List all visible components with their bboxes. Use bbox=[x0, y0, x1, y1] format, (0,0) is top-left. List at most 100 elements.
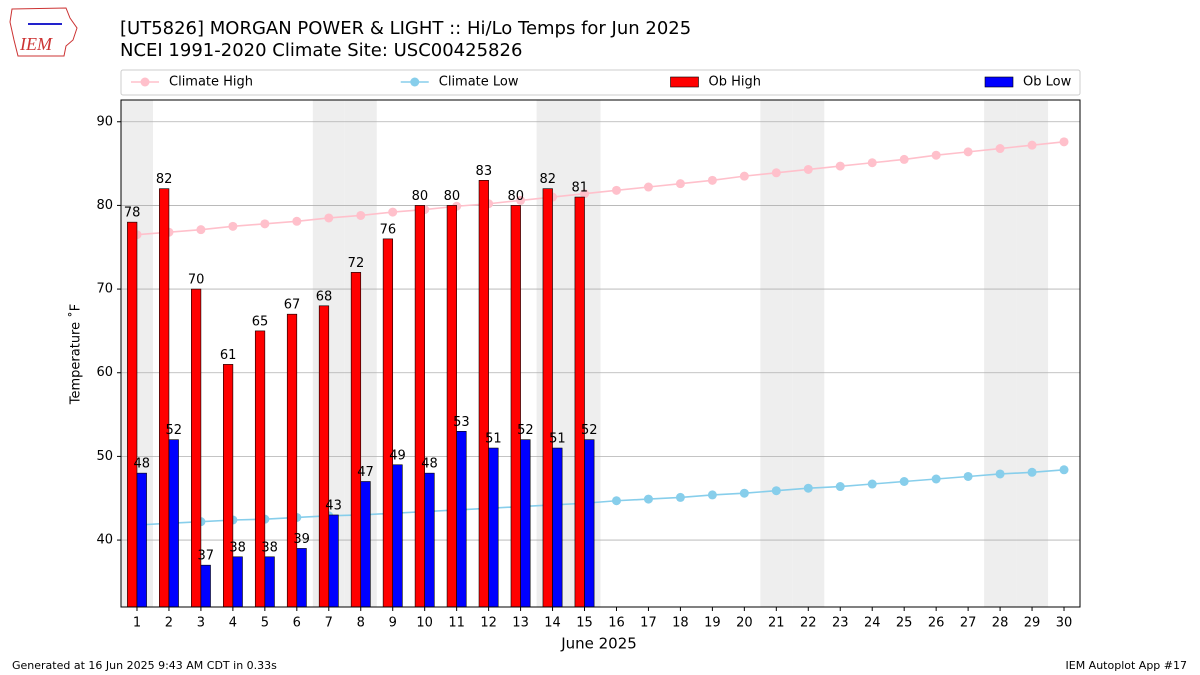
footer-left: Generated at 16 Jun 2025 9:43 AM CDT in … bbox=[12, 659, 277, 672]
x-tick-label: 12 bbox=[480, 616, 497, 631]
x-tick-label: 9 bbox=[389, 616, 397, 631]
bar bbox=[254, 330, 266, 608]
bar bbox=[318, 305, 330, 608]
data-label: 61 bbox=[220, 348, 237, 363]
marker bbox=[196, 225, 206, 235]
marker bbox=[292, 216, 302, 226]
plot-frame bbox=[120, 99, 1081, 608]
weekend-shade bbox=[984, 100, 1017, 607]
legend-label: Ob High bbox=[709, 75, 762, 90]
legend-label: Ob Low bbox=[1023, 75, 1072, 90]
bar bbox=[392, 464, 403, 608]
legend-marker bbox=[140, 77, 150, 87]
marker bbox=[899, 477, 909, 487]
bar bbox=[222, 364, 234, 608]
bar bbox=[446, 205, 457, 608]
data-label: 72 bbox=[348, 256, 365, 271]
bar bbox=[200, 564, 211, 608]
chart-subtitle: NCEI 1991-2020 Climate Site: USC00425826 bbox=[120, 40, 522, 61]
marker bbox=[931, 474, 941, 484]
x-tick-label: 28 bbox=[992, 616, 1009, 631]
y-tick-label: 50 bbox=[96, 449, 113, 464]
bar bbox=[488, 447, 499, 608]
marker bbox=[1059, 137, 1069, 147]
marker bbox=[228, 221, 238, 231]
bar bbox=[350, 272, 362, 608]
y-tick-label: 40 bbox=[96, 533, 113, 548]
data-label: 81 bbox=[571, 181, 588, 196]
data-label: 39 bbox=[293, 532, 310, 547]
bar bbox=[286, 313, 298, 608]
marker bbox=[1027, 467, 1037, 477]
bar bbox=[510, 205, 521, 608]
logo-outline bbox=[9, 7, 78, 57]
x-tick-label: 23 bbox=[832, 616, 849, 631]
legend-box bbox=[120, 69, 1081, 96]
legend-label: Climate High bbox=[169, 75, 253, 90]
marker bbox=[739, 488, 749, 498]
bar bbox=[159, 188, 170, 608]
x-tick-label: 25 bbox=[896, 616, 913, 631]
data-label: 52 bbox=[581, 423, 598, 438]
y-tick-label: 90 bbox=[96, 114, 113, 129]
bar bbox=[328, 514, 339, 608]
marker bbox=[835, 482, 845, 492]
marker bbox=[580, 189, 590, 199]
marker bbox=[356, 210, 366, 220]
data-label: 76 bbox=[380, 222, 397, 237]
bar bbox=[264, 556, 275, 608]
marker bbox=[867, 479, 877, 489]
data-label: 78 bbox=[124, 206, 141, 221]
data-label: 80 bbox=[508, 189, 525, 204]
x-tick-label: 7 bbox=[325, 616, 333, 631]
x-tick-label: 1 bbox=[133, 616, 141, 631]
data-label: 67 bbox=[284, 298, 301, 313]
marker bbox=[899, 154, 909, 164]
data-label: 53 bbox=[453, 415, 470, 430]
data-label: 43 bbox=[325, 498, 342, 513]
x-tick-label: 4 bbox=[229, 616, 237, 631]
marker bbox=[643, 182, 653, 192]
data-label: 80 bbox=[444, 189, 461, 204]
bar bbox=[584, 439, 595, 608]
chart-title: [UT5826] MORGAN POWER & LIGHT :: Hi/Lo T… bbox=[120, 18, 691, 39]
marker bbox=[931, 150, 941, 160]
marker bbox=[707, 175, 717, 185]
marker bbox=[739, 171, 749, 181]
marker bbox=[643, 494, 653, 504]
bar bbox=[360, 481, 371, 608]
y-tick-label: 60 bbox=[96, 365, 113, 380]
marker bbox=[963, 471, 973, 481]
bar bbox=[296, 548, 307, 608]
x-tick-label: 10 bbox=[416, 616, 433, 631]
line bbox=[136, 141, 1065, 236]
bar bbox=[424, 472, 435, 608]
data-label: 52 bbox=[165, 423, 182, 438]
x-tick-label: 22 bbox=[800, 616, 817, 631]
data-label: 65 bbox=[252, 314, 269, 329]
data-label: 52 bbox=[517, 423, 534, 438]
x-tick-label: 29 bbox=[1024, 616, 1041, 631]
marker bbox=[835, 161, 845, 171]
data-label: 49 bbox=[389, 448, 406, 463]
data-label: 80 bbox=[412, 189, 429, 204]
marker bbox=[388, 207, 398, 217]
legend-swatch bbox=[670, 76, 699, 88]
x-tick-label: 5 bbox=[261, 616, 269, 631]
bar bbox=[520, 439, 531, 608]
marker bbox=[803, 483, 813, 493]
data-label: 70 bbox=[188, 273, 205, 288]
x-tick-label: 30 bbox=[1056, 616, 1073, 631]
bar bbox=[127, 221, 138, 608]
marker bbox=[803, 164, 813, 174]
bar bbox=[136, 472, 147, 608]
data-label: 38 bbox=[229, 540, 246, 555]
legend-label: Climate Low bbox=[439, 75, 519, 90]
bar bbox=[552, 447, 563, 608]
marker bbox=[707, 490, 717, 500]
bar bbox=[382, 238, 394, 608]
x-tick-label: 11 bbox=[448, 616, 465, 631]
data-label: 37 bbox=[197, 549, 214, 564]
data-label: 51 bbox=[549, 432, 566, 447]
